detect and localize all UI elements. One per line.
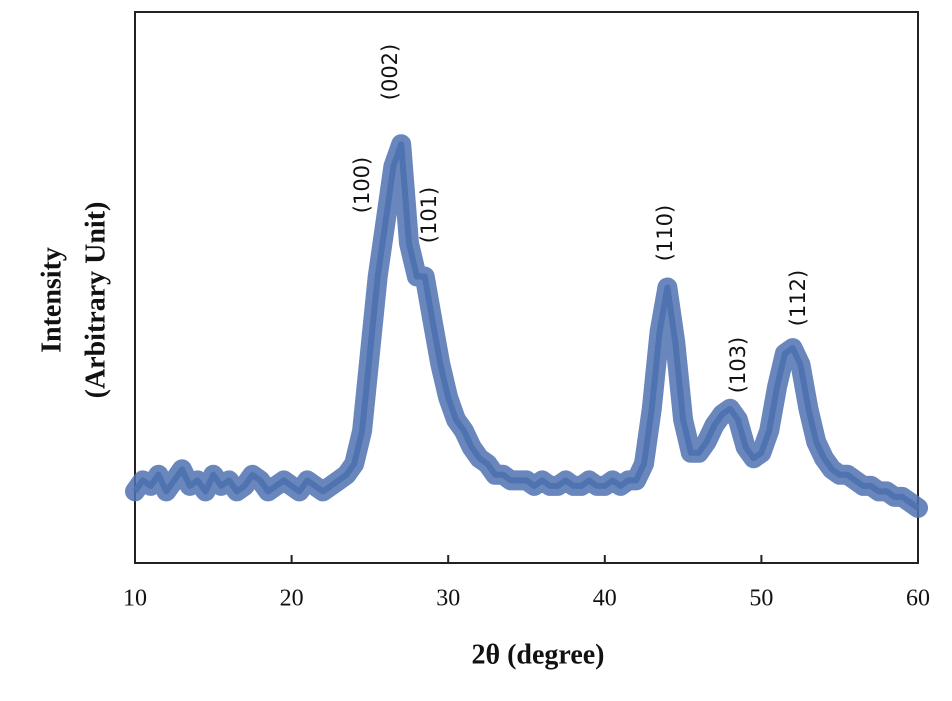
x-axis-title: 2θ (degree) [471, 639, 604, 670]
x-tick-label: 20 [280, 586, 304, 612]
x-tick-label: 50 [749, 586, 773, 612]
peak-label: (112) [786, 270, 810, 326]
peak-label: (103) [726, 337, 750, 393]
peak-label: (100) [350, 157, 374, 213]
y-axis-title: (Arbitrary Unit) [80, 202, 111, 399]
plot-frame [134, 11, 919, 564]
y-axis-title: Intensity [36, 247, 67, 353]
x-tick-label: 30 [436, 586, 460, 612]
peak-label: (110) [653, 205, 677, 261]
x-tick-label: 40 [593, 586, 617, 612]
x-tick-label: 60 [906, 586, 930, 612]
x-tick-label: 10 [123, 586, 147, 612]
data-line-core [132, 141, 920, 511]
peak-label: (101) [417, 187, 441, 243]
peak-label: (002) [378, 44, 402, 100]
